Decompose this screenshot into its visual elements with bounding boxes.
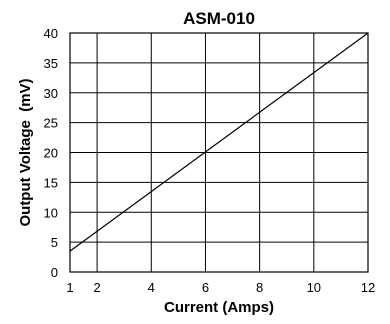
- y-tick-label: 20: [44, 146, 58, 161]
- x-tick-label: 6: [202, 280, 209, 295]
- y-tick-label: 40: [44, 26, 58, 41]
- x-tick-label: 4: [148, 280, 155, 295]
- x-tick-label: 1: [66, 280, 73, 295]
- y-tick-label: 35: [44, 56, 58, 71]
- y-axis-label: Output Voltage (mV): [17, 78, 34, 226]
- x-tick-labels: 1 2 4 6 8 10 12: [66, 280, 375, 295]
- y-tick-label: 25: [44, 116, 58, 131]
- plot-frame: [69, 32, 369, 273]
- x-tick-label: 10: [307, 280, 321, 295]
- x-tick-label: 8: [256, 280, 263, 295]
- x-axis-label: Current (Amps): [164, 299, 274, 316]
- chart-title: ASM-010: [183, 9, 255, 28]
- y-tick-label: 15: [44, 175, 58, 190]
- y-tick-label: 10: [44, 205, 58, 220]
- y-tick-label: 5: [51, 235, 58, 250]
- grid: [70, 33, 368, 272]
- y-tick-labels: 0 5 10 15 20 25 30 35 40: [44, 26, 58, 280]
- y-tick-label: 0: [51, 265, 58, 280]
- x-tick-label: 12: [361, 280, 375, 295]
- y-tick-label: 30: [44, 86, 58, 101]
- x-tick-label: 2: [93, 280, 100, 295]
- series-line: [69, 32, 369, 252]
- series-group: [69, 32, 369, 252]
